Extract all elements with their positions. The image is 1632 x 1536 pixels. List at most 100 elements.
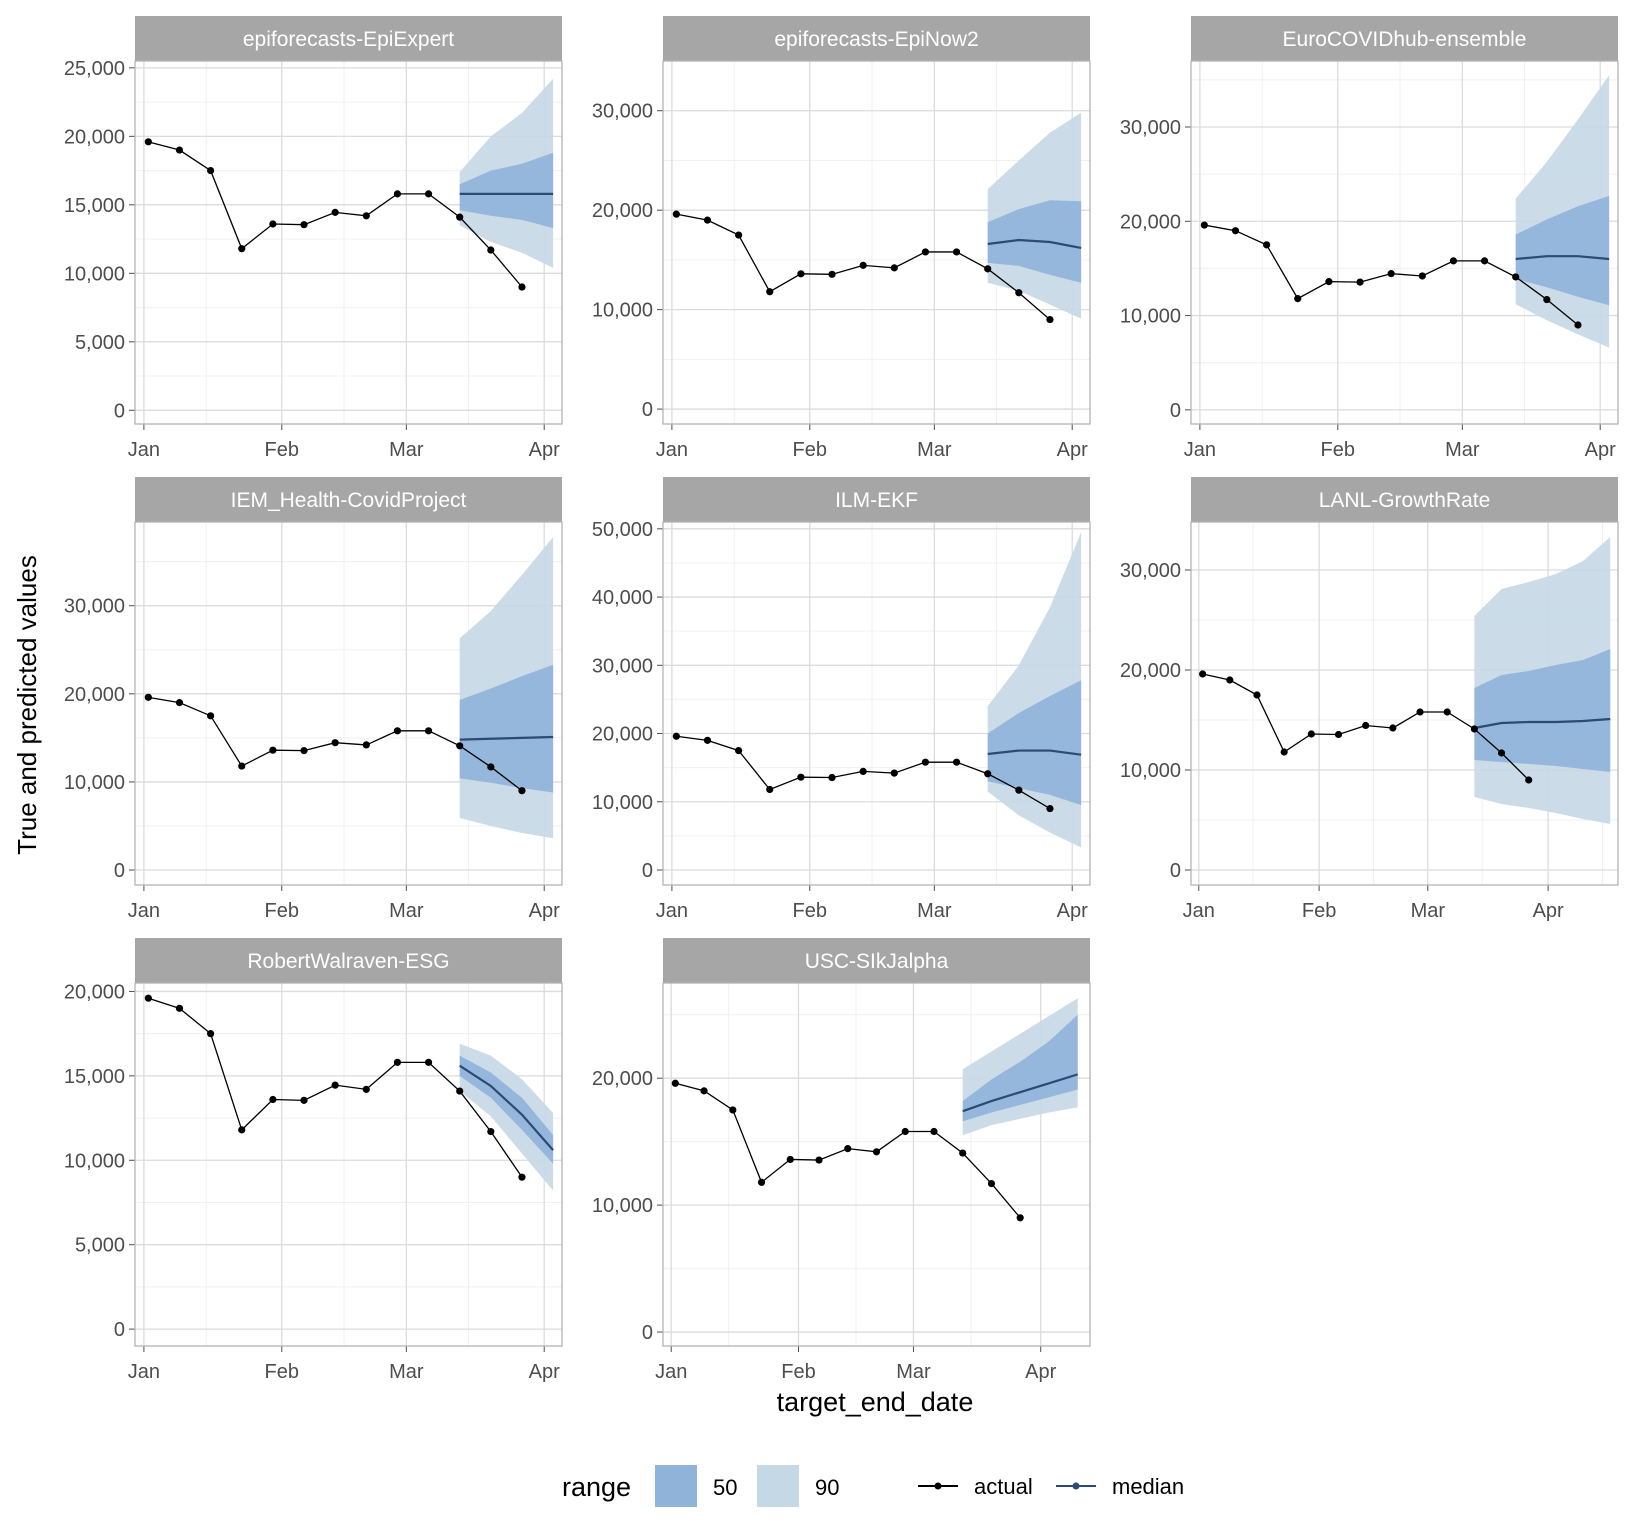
y-tick-label: 20,000 [592, 200, 653, 222]
actual-point [828, 773, 836, 782]
legend-key-50 [655, 1465, 697, 1507]
panel-border [662, 521, 1091, 886]
band-50 [1515, 195, 1610, 306]
actual-point [921, 758, 930, 766]
y-tick-label: 30,000 [1120, 560, 1181, 582]
actual-point [487, 246, 495, 254]
actual-point [238, 1126, 246, 1134]
y-tick-label: 10,000 [592, 792, 653, 814]
facet-title: IEM_Health-CovidProject [231, 489, 467, 512]
actual-point [207, 1030, 215, 1038]
actual-point [984, 265, 992, 273]
actual-point [844, 1145, 852, 1153]
actual-point [1016, 1214, 1024, 1222]
y-tick-label: 0 [114, 400, 125, 422]
actual-point [362, 1085, 370, 1093]
actual-point [1280, 748, 1288, 756]
actual-point [1263, 241, 1271, 249]
x-tick-label: Jan [655, 1361, 687, 1383]
y-tick-label: 0 [642, 399, 653, 421]
actual-point [1389, 724, 1397, 732]
actual-point [269, 1095, 277, 1104]
actual-point [238, 762, 246, 770]
actual-point [487, 763, 495, 771]
y-tick-label: 30,000 [592, 101, 653, 123]
facet-title: LANL-GrowthRate [1319, 489, 1491, 512]
actual-point [671, 1079, 679, 1087]
legend-range-title: range [562, 1472, 631, 1502]
legend-label-median: median [1112, 1474, 1184, 1499]
actual-point [362, 741, 370, 749]
facet-strip [135, 938, 562, 983]
y-tick-label: 20,000 [592, 724, 653, 746]
y-tick-label: 20,000 [64, 126, 125, 148]
x-tick-label: Mar [917, 439, 952, 461]
legend: range 50 90 actual median [562, 1465, 1184, 1507]
legend-key-actual-point [934, 1482, 942, 1490]
actual-point [1015, 289, 1023, 297]
actual-point [1356, 278, 1364, 286]
actual-point [1362, 721, 1370, 730]
band-50 [459, 1055, 554, 1164]
actual-point [144, 693, 152, 701]
x-tick-label: Mar [1411, 900, 1446, 922]
x-tick-label: Jan [128, 900, 160, 922]
actual-point [487, 1127, 495, 1136]
x-tick-label: Jan [128, 1361, 160, 1383]
actual-point [872, 1148, 881, 1156]
facet-strip [1191, 477, 1618, 522]
x-tick-label: Jan [656, 900, 688, 922]
x-tick-label: Feb [265, 439, 299, 461]
actual-point [921, 248, 930, 256]
x-tick-label: Mar [917, 900, 952, 922]
x-tick-label: Feb [793, 900, 827, 922]
x-tick-label: Apr [1057, 439, 1088, 461]
y-tick-label: 30,000 [592, 655, 653, 677]
facet-title: epiforecasts-EpiExpert [243, 28, 454, 51]
panel-border [1190, 521, 1619, 886]
actual-point [757, 1178, 766, 1186]
y-tick-label: 10,000 [64, 263, 125, 285]
actual-point [456, 1087, 464, 1095]
facet-strip [663, 16, 1090, 61]
x-tick-label: Apr [529, 900, 560, 922]
actual-point [269, 746, 277, 754]
x-tick-label: Apr [1025, 1361, 1056, 1383]
y-tick-label: 20,000 [1120, 211, 1181, 233]
actual-point [1199, 670, 1207, 678]
actual-point [1443, 708, 1451, 716]
actual-point [1015, 786, 1023, 794]
panel-border [134, 521, 563, 886]
actual-point [1543, 295, 1551, 304]
actual-point [1231, 227, 1240, 235]
actual-point [952, 758, 961, 766]
actual-point [393, 727, 402, 735]
panel: epiforecasts-EpiNow2 0 10,000 20,000 30,000 J… [592, 16, 1091, 461]
actual-point [518, 283, 526, 291]
x-tick-label: Feb [793, 439, 827, 461]
actual-point [518, 1173, 526, 1181]
actual-point [331, 739, 339, 747]
actual-point [766, 785, 774, 794]
median-line [459, 735, 554, 741]
actual-point [207, 712, 215, 720]
band-50 [459, 664, 554, 793]
x-tick-label: Jan [656, 439, 688, 461]
actual-point [300, 221, 308, 229]
actual-point [1294, 295, 1302, 303]
actual-point [729, 1106, 737, 1114]
panel-border [662, 60, 1091, 425]
actual-point [797, 773, 805, 781]
actual-point [1325, 278, 1333, 286]
actual-point [766, 288, 774, 296]
panel: EuroCOVIDhub-ensemble 0 10,000 20,000 30,000… [1120, 16, 1619, 461]
band-50 [987, 680, 1082, 806]
actual-point [786, 1155, 794, 1164]
y-tick-label: 15,000 [64, 195, 125, 217]
actual-point [269, 220, 277, 228]
actual-point [901, 1127, 909, 1136]
x-tick-label: Jan [1184, 439, 1216, 461]
actual-point [859, 261, 867, 269]
panel: ILM-EKF 0 10,000 20,000 30,000 40,000 50,000 Ja… [592, 477, 1091, 922]
panel-border [134, 60, 563, 425]
